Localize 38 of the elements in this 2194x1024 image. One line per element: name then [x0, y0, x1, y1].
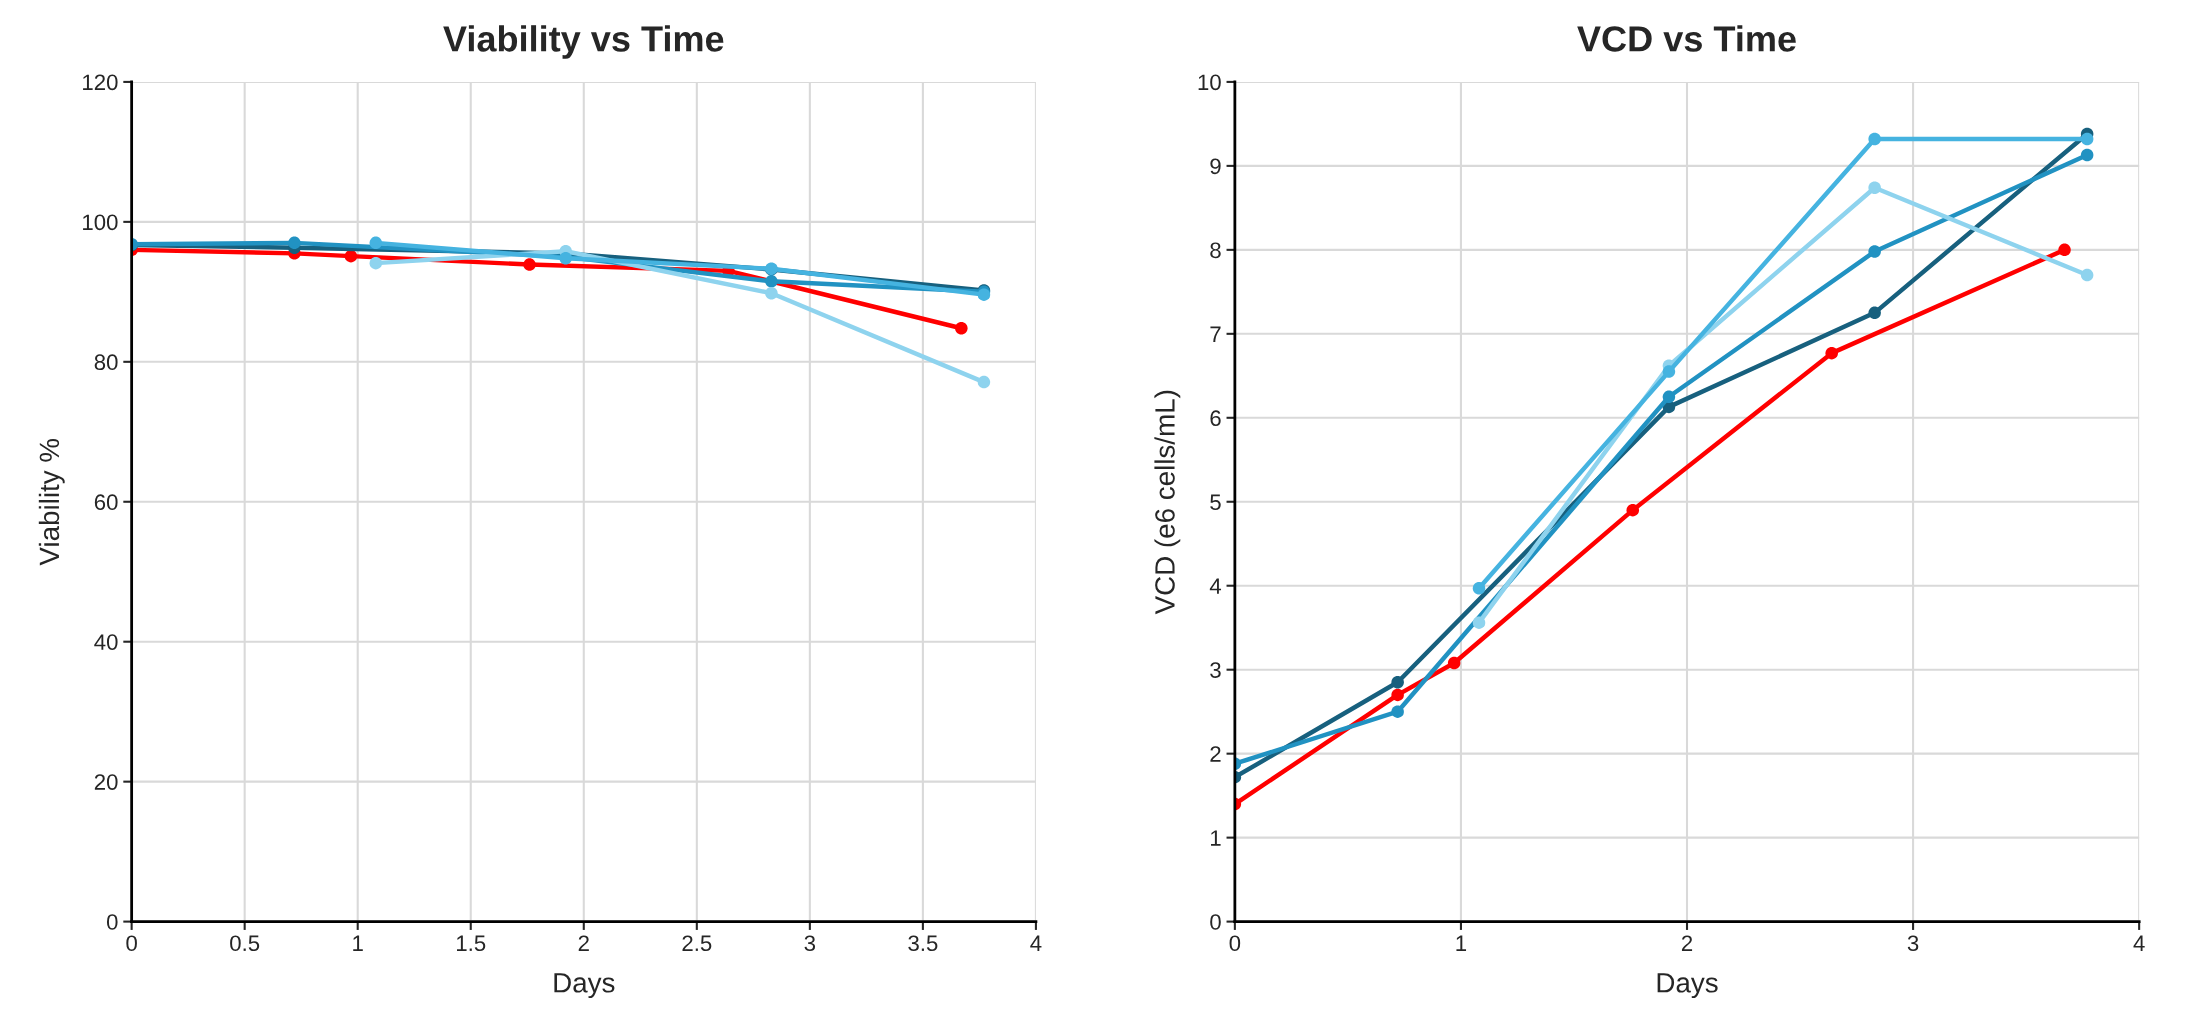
- y-tick-label: 5: [1210, 494, 1221, 511]
- y-tick-label: 100: [83, 214, 118, 231]
- y-tick-label: 7: [1210, 326, 1221, 342]
- x-tick-label: 3: [804, 935, 816, 952]
- y-tick-label: 6: [1210, 410, 1221, 427]
- y-tick-label: 120: [83, 74, 118, 91]
- y-tick-label: 9: [1210, 158, 1221, 175]
- x-tick-label: 4: [1030, 935, 1042, 951]
- y-tick-label: 20: [94, 774, 118, 790]
- y-tick-label: 4: [1209, 578, 1222, 594]
- y-tick-label: 10: [1198, 74, 1221, 91]
- y-tick-label: 80: [94, 354, 118, 371]
- y-tick-label: 3: [1210, 662, 1221, 678]
- x-tick-label: 1.5: [457, 935, 486, 952]
- x-tick-label: 3: [1907, 935, 1919, 952]
- x-axis-title: Days: [554, 973, 615, 999]
- y-tick-label: 40: [94, 634, 118, 650]
- x-tick-label: 0: [1229, 935, 1241, 952]
- chart-title: Viability vs Time: [443, 25, 724, 59]
- x-tick-label: 2: [578, 935, 589, 951]
- x-tick-label: 2: [1681, 935, 1693, 951]
- x-tick-label: 0: [126, 935, 137, 952]
- x-tick-label: 2.5: [682, 935, 712, 952]
- y-tick-label: 8: [1210, 242, 1221, 259]
- y-axis-title: Viability %: [38, 438, 65, 566]
- y-tick-label: 0: [106, 914, 118, 930]
- y-axis-title: VCD (e6 cells/mL): [1154, 390, 1181, 615]
- x-tick-label: 1: [353, 935, 363, 951]
- x-axis-title: Days: [1657, 973, 1718, 999]
- x-tick-label: 1: [1456, 935, 1467, 951]
- x-tick-label: 4: [2133, 935, 2145, 951]
- y-tick-label: 0: [1210, 914, 1221, 930]
- x-tick-label: 0.5: [230, 935, 260, 952]
- x-tick-label: 3.5: [908, 935, 938, 952]
- y-tick-label: 2: [1210, 746, 1221, 762]
- chart-title: VCD vs Time: [1577, 25, 1796, 52]
- y-tick-label: 60: [94, 494, 118, 511]
- y-tick-label: 1: [1211, 830, 1221, 846]
